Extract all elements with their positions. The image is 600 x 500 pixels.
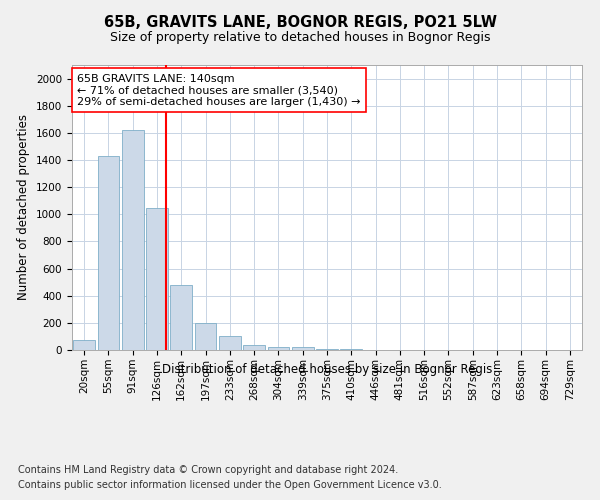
Text: Distribution of detached houses by size in Bognor Regis: Distribution of detached houses by size … bbox=[162, 362, 492, 376]
Bar bbox=[97, 156, 119, 350]
Y-axis label: Number of detached properties: Number of detached properties bbox=[17, 114, 31, 300]
Text: 65B GRAVITS LANE: 140sqm
← 71% of detached houses are smaller (3,540)
29% of sem: 65B GRAVITS LANE: 140sqm ← 71% of detach… bbox=[77, 74, 361, 107]
Bar bbox=[73, 340, 95, 350]
Bar bbox=[122, 130, 143, 350]
Text: 65B, GRAVITS LANE, BOGNOR REGIS, PO21 5LW: 65B, GRAVITS LANE, BOGNOR REGIS, PO21 5L… bbox=[104, 15, 497, 30]
Text: Size of property relative to detached houses in Bognor Regis: Size of property relative to detached ho… bbox=[110, 31, 490, 44]
Bar bbox=[170, 285, 192, 350]
Bar bbox=[292, 348, 314, 350]
Bar bbox=[146, 208, 168, 350]
Bar bbox=[194, 323, 217, 350]
Bar bbox=[268, 346, 289, 350]
Text: Contains HM Land Registry data © Crown copyright and database right 2024.: Contains HM Land Registry data © Crown c… bbox=[18, 465, 398, 475]
Bar bbox=[219, 336, 241, 350]
Bar bbox=[243, 346, 265, 350]
Text: Contains public sector information licensed under the Open Government Licence v3: Contains public sector information licen… bbox=[18, 480, 442, 490]
Bar bbox=[316, 348, 338, 350]
